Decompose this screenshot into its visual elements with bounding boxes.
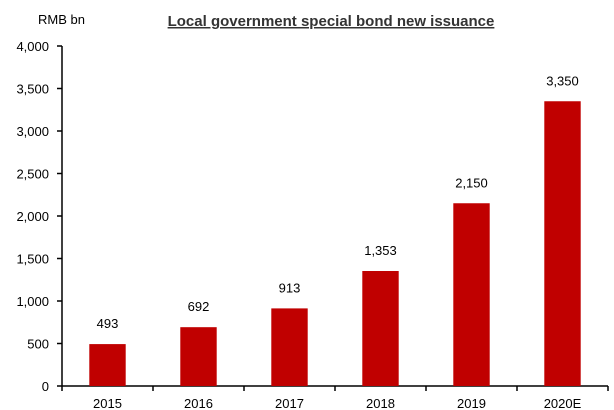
x-tick-label: 2018	[366, 396, 395, 410]
y-tick-label: 2,000	[16, 209, 49, 224]
x-axis: 2015 2016 2017 2018 2019 2020E	[61, 385, 609, 410]
bar-2018	[362, 270, 399, 386]
y-tick-label: 1,000	[16, 294, 49, 309]
y-axis: 0 500 1,000 1,500 2,000 2,500 3,000 3,500 4,000	[16, 39, 63, 394]
bars	[89, 101, 581, 386]
y-tick-label: 3,000	[16, 124, 49, 139]
bar-2019	[453, 203, 490, 386]
y-tick-label: 2,500	[16, 167, 49, 182]
bar-2017	[271, 308, 308, 386]
bar-2015	[89, 344, 126, 386]
x-tick-label: 2020E	[544, 396, 582, 410]
data-label-2017: 913	[279, 280, 301, 295]
bar-2016	[180, 327, 217, 386]
data-label-2016: 692	[188, 299, 210, 314]
data-label-2015: 493	[97, 316, 119, 331]
y-tick-label: 3,500	[16, 82, 49, 97]
y-tick-label: 4,000	[16, 39, 49, 54]
x-tick-label: 2017	[275, 396, 304, 410]
data-labels: 493 692 913 1,353 2,150 3,350	[97, 73, 579, 331]
y-tick-label: 0	[42, 379, 49, 394]
data-label-2020E: 3,350	[546, 73, 579, 88]
bar-2020E	[544, 101, 581, 386]
x-tick-label: 2019	[457, 396, 486, 410]
x-tick-label: 2016	[184, 396, 213, 410]
y-tick-label: 1,500	[16, 252, 49, 267]
data-label-2018: 1,353	[364, 243, 397, 258]
chart-title: Local government special bond new issuan…	[168, 13, 495, 30]
data-label-2019: 2,150	[455, 175, 488, 190]
x-tick-label: 2015	[93, 396, 122, 410]
y-tick-label: 500	[27, 337, 49, 352]
y-axis-unit-label: RMB bn	[38, 12, 85, 27]
